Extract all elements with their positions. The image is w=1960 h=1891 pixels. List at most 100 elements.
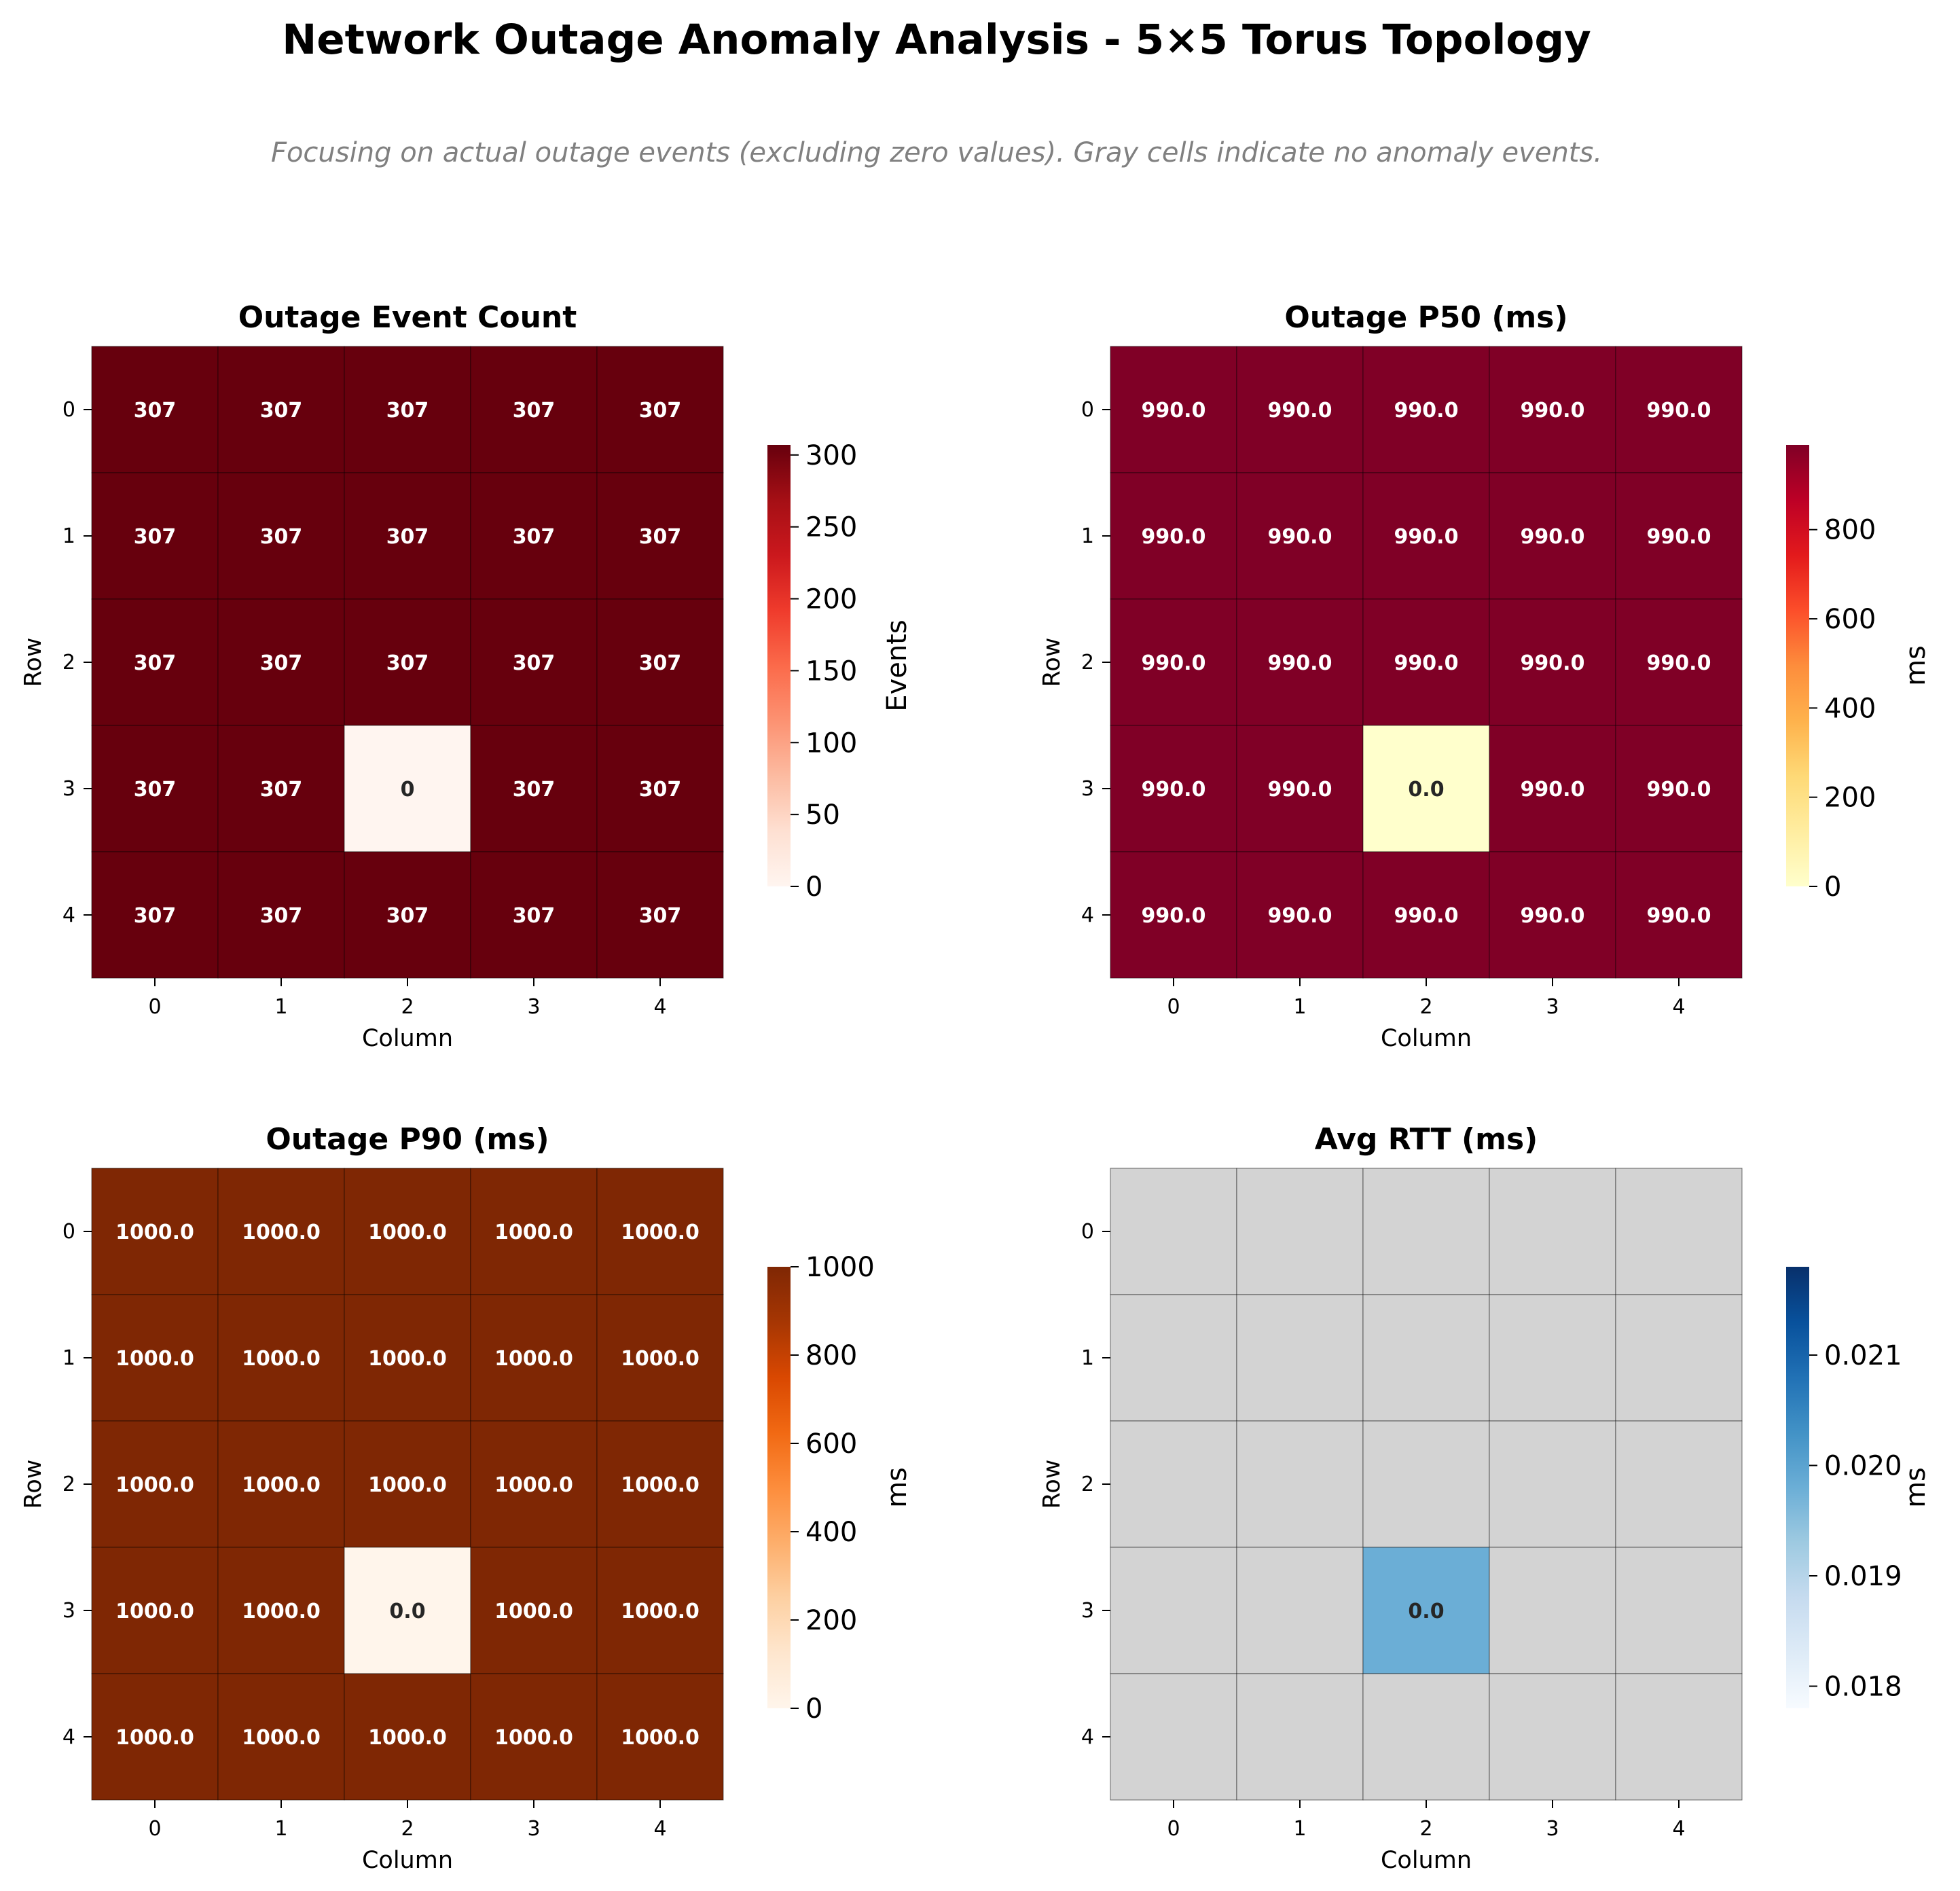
heatmap-cell xyxy=(344,1168,471,1295)
cell-label: 307 xyxy=(513,904,556,928)
heatmap-cell xyxy=(1236,1673,1364,1801)
y-tick-label: 4 xyxy=(1081,903,1094,927)
cell-label: 1000.0 xyxy=(494,1726,573,1750)
heatmap-cell xyxy=(1615,1168,1743,1295)
cell-label: 307 xyxy=(513,525,556,549)
heatmap-cell xyxy=(1362,1547,1490,1674)
cell-label: 0.0 xyxy=(1408,778,1444,802)
cell-label: 307 xyxy=(513,651,556,675)
heatmap-cell xyxy=(217,598,345,726)
heatmap-cell xyxy=(1489,472,1616,600)
colorbar-tick-label: 800 xyxy=(805,1340,857,1371)
cell-label: 1000.0 xyxy=(494,1221,573,1244)
heatmap-cell xyxy=(596,1420,724,1548)
heatmap-cell xyxy=(1362,725,1490,852)
cell-label: 1000.0 xyxy=(115,1600,194,1623)
x-tick-label: 4 xyxy=(1672,1817,1685,1841)
heatmap-cell xyxy=(1615,851,1743,979)
heatmap-cell xyxy=(1236,472,1364,600)
colorbar-label: ms xyxy=(1900,645,1931,686)
cell-label: 307 xyxy=(260,525,303,549)
x-tick-label: 2 xyxy=(1419,1817,1432,1841)
x-tick-label: 2 xyxy=(401,995,414,1019)
heatmap-cell xyxy=(1236,598,1364,726)
cell-label: 307 xyxy=(386,399,429,422)
cell-label: 990.0 xyxy=(1394,399,1459,422)
heatmap-cell xyxy=(1489,725,1616,852)
cell-label: 1000.0 xyxy=(621,1221,700,1244)
heatmap-cell xyxy=(470,1420,598,1548)
colorbar-tick-label: 0.019 xyxy=(1824,1561,1902,1592)
heatmap-cell xyxy=(217,1420,345,1548)
heatmap-cell xyxy=(470,1547,598,1674)
heatmap-cell xyxy=(470,1168,598,1295)
panel-title: Outage P50 (ms) xyxy=(1284,300,1567,335)
colorbar-tick-label: 250 xyxy=(805,512,857,543)
heatmap-cell xyxy=(217,1673,345,1801)
heatmap-cell xyxy=(1110,1547,1237,1674)
colorbar-tick-label: 0.021 xyxy=(1824,1340,1902,1371)
cell-label: 990.0 xyxy=(1268,651,1332,675)
heatmap-cell xyxy=(217,346,345,473)
colorbar xyxy=(767,1267,791,1708)
heatmap-cell xyxy=(596,1294,724,1422)
heatmap-cell xyxy=(596,1547,724,1674)
heatmap-cell xyxy=(344,598,471,726)
cell-label: 990.0 xyxy=(1268,399,1332,422)
cell-label: 1000.0 xyxy=(494,1347,573,1371)
cell-label: 0.0 xyxy=(389,1600,425,1623)
x-tick-label: 0 xyxy=(1167,995,1180,1019)
cell-label: 307 xyxy=(260,778,303,802)
heatmap-cell xyxy=(1362,598,1490,726)
heatmap-cell xyxy=(91,472,219,600)
y-tick-label: 1 xyxy=(62,524,75,548)
cell-label: 1000.0 xyxy=(368,1221,447,1244)
cell-label: 990.0 xyxy=(1394,904,1459,928)
cell-label: 0 xyxy=(401,778,415,802)
heatmap-cell xyxy=(1110,851,1237,979)
cell-label: 990.0 xyxy=(1268,525,1332,549)
x-axis-label: Column xyxy=(1381,1847,1472,1874)
x-tick-label: 1 xyxy=(274,995,287,1019)
x-tick-label: 0 xyxy=(148,995,161,1019)
cell-label: 990.0 xyxy=(1521,525,1585,549)
x-tick-label: 3 xyxy=(1546,1817,1559,1841)
heatmap-cell xyxy=(1236,725,1364,852)
x-tick-label: 2 xyxy=(401,1817,414,1841)
y-tick-label: 0 xyxy=(62,1220,75,1244)
cell-label: 990.0 xyxy=(1268,904,1332,928)
y-tick-label: 4 xyxy=(62,1725,75,1749)
cell-label: 307 xyxy=(513,778,556,802)
heatmap-cell xyxy=(470,346,598,473)
y-tick-label: 1 xyxy=(62,1346,75,1370)
heatmap-cell xyxy=(1110,1168,1237,1295)
y-tick-label: 2 xyxy=(62,651,75,674)
colorbar-tick-label: 300 xyxy=(805,440,857,471)
cell-label: 1000.0 xyxy=(242,1221,321,1244)
cell-label: 1000.0 xyxy=(621,1473,700,1497)
colorbar-tick-label: 200 xyxy=(805,584,857,615)
heatmap-cell xyxy=(1489,1294,1616,1422)
y-tick-label: 2 xyxy=(62,1473,75,1496)
heatmap-panel-4: Avg RTT (ms) 0.0 0 1 2 3 4 0 1 2 3 4 Column Row 0.018 0… xyxy=(1038,1122,1931,1874)
heatmap-cell xyxy=(1362,851,1490,979)
colorbar-tick-label: 1000 xyxy=(805,1252,875,1283)
cell-label: 307 xyxy=(260,904,303,928)
heatmap-panel-3: Outage P90 (ms)1000.0 1000.0 1000.0 1000.0 1… xyxy=(20,1122,913,1874)
cell-label: 990.0 xyxy=(1647,904,1711,928)
cell-label: 1000.0 xyxy=(115,1726,194,1750)
heatmap-cell xyxy=(91,1420,219,1548)
heatmap-cell xyxy=(596,1673,724,1801)
heatmap-cell xyxy=(1110,1673,1237,1801)
colorbar-tick-label: 0.018 xyxy=(1824,1672,1902,1703)
cell-label: 1000.0 xyxy=(242,1473,321,1497)
cell-label: 990.0 xyxy=(1394,525,1459,549)
cell-label: 307 xyxy=(134,778,177,802)
colorbar-tick-label: 0.020 xyxy=(1824,1451,1902,1482)
colorbar-tick-label: 0 xyxy=(805,1693,822,1725)
cell-label: 990.0 xyxy=(1647,399,1711,422)
heatmap-cell xyxy=(344,346,471,473)
figure-title: Network Outage Anomaly Analysis - 5×5 To… xyxy=(282,16,1591,64)
cell-label: 307 xyxy=(134,904,177,928)
